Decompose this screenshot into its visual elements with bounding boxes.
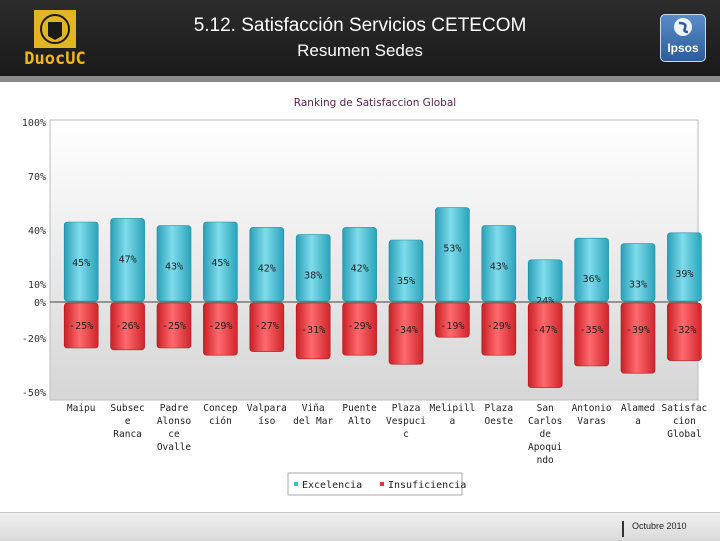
bar-excelencia [295, 234, 331, 302]
bar-insuficiencia [203, 302, 238, 356]
legend-swatch-excelencia [294, 482, 298, 486]
bar-excelencia [435, 207, 470, 302]
bar-excelencia [342, 227, 377, 302]
bar-excelencia [388, 239, 424, 302]
satisfaction-ranking-chart: Ranking de Satisfaccion Global 100% 70% 40… [22, 97, 708, 496]
x-category-label: San Carlos de Apoqui ndo [528, 403, 563, 466]
bar-excelencia [249, 227, 285, 302]
data-label-excelencia: 35% [397, 276, 415, 287]
x-category-label: Satisfac cion Global [662, 403, 708, 440]
footer-date: Octubre 2010 [632, 521, 687, 531]
data-label-excelencia: 43% [165, 262, 183, 273]
bar-insuficiencia [110, 302, 145, 351]
bar-insuficiencia [342, 302, 377, 356]
page-title: 5.12. Satisfacción Servicios CETECOM [193, 15, 527, 36]
x-category-label: Puente Alto [342, 403, 377, 427]
y-tick-label: 10% [28, 280, 46, 291]
y-tick-label: -50% [22, 388, 46, 399]
x-category-label: Melipill a [430, 403, 476, 427]
legend-label-insuficiencia: Insuficiencia [388, 480, 466, 491]
svg-text:DuocUC: DuocUC [24, 49, 85, 68]
footer-separator [622, 521, 624, 537]
data-label-insuficiencia: -25% [69, 321, 93, 332]
x-category-label: Subsec e Ranca [110, 403, 144, 440]
x-category-label: Valpara íso [247, 403, 287, 427]
page-subtitle: Resumen Sedes [297, 41, 423, 60]
ipsos-emblem-icon [674, 18, 692, 36]
bar-insuficiencia [481, 302, 517, 356]
data-label-excelencia: 43% [490, 262, 508, 273]
data-label-excelencia: 36% [583, 274, 601, 285]
bar-insuficiencia [527, 302, 563, 388]
data-label-insuficiencia: -27% [255, 321, 279, 332]
x-category-label: Concep ción [203, 403, 238, 427]
data-label-excelencia: 24% [536, 296, 554, 307]
x-category-label: Plaza Vespuci c [386, 403, 426, 440]
data-label-excelencia: 42% [258, 263, 276, 274]
data-label-excelencia: 53% [443, 244, 461, 255]
legend-label-excelencia: Excelencia [302, 480, 362, 491]
x-category-label: Plaza Oeste [484, 403, 513, 427]
y-tick-label: 40% [28, 226, 46, 237]
bar-insuficiencia [574, 302, 609, 367]
bar-excelencia [527, 259, 563, 302]
bar-insuficiencia [435, 302, 470, 338]
data-label-insuficiencia: -29% [487, 321, 511, 332]
legend-swatch-insuficiencia [380, 482, 384, 486]
header-banner: DuocUC 5.12. Satisfacción Servicios CETE… [0, 0, 720, 82]
chart-title: Ranking de Satisfaccion Global [294, 97, 456, 109]
x-category-label: Antonio Varas [572, 403, 612, 427]
y-tick-label: 0% [34, 298, 46, 309]
x-category-label: Viña del Mar [293, 403, 333, 427]
bar-excelencia [110, 218, 145, 302]
x-category-label: Maipu [67, 403, 96, 414]
data-label-insuficiencia: -19% [440, 321, 464, 332]
data-label-insuficiencia: -32% [672, 325, 696, 336]
footer-bar: Octubre 2010 [0, 512, 720, 541]
data-label-excelencia: 39% [675, 269, 693, 280]
bar-insuficiencia [249, 302, 285, 352]
data-label-insuficiencia: -35% [580, 325, 604, 336]
bar-excelencia [63, 221, 99, 302]
data-label-excelencia: 42% [351, 263, 369, 274]
bar-insuficiencia [667, 302, 702, 361]
y-tick-label: 100% [22, 118, 46, 129]
data-label-insuficiencia: -25% [162, 321, 186, 332]
y-tick-label: 70% [28, 172, 46, 183]
bar-insuficiencia [295, 302, 331, 360]
bar-insuficiencia [620, 302, 656, 374]
data-label-insuficiencia: -47% [533, 325, 557, 336]
bar-excelencia [667, 232, 702, 302]
bar-insuficiencia [156, 302, 192, 349]
data-label-excelencia: 45% [72, 258, 90, 269]
data-label-excelencia: 45% [211, 258, 229, 269]
data-label-excelencia: 38% [304, 271, 322, 282]
y-tick-label: -20% [22, 334, 46, 345]
bar-excelencia [620, 243, 656, 302]
data-label-insuficiencia: -31% [301, 325, 325, 336]
x-category-label: Padre Alonso ce Ovalle [157, 403, 192, 453]
x-category-label: Alamed a [621, 403, 655, 427]
bar-excelencia [156, 225, 192, 302]
data-label-insuficiencia: -39% [626, 325, 650, 336]
bar-excelencia [203, 221, 238, 302]
header-divider [0, 76, 720, 82]
data-label-insuficiencia: -29% [208, 321, 232, 332]
data-label-insuficiencia: -26% [116, 321, 140, 332]
ipsos-logo: Ipsos [660, 14, 706, 62]
bar-insuficiencia [388, 302, 424, 365]
duocuc-logo: DuocUC [24, 10, 86, 68]
data-label-excelencia: 33% [629, 280, 647, 291]
data-label-excelencia: 47% [119, 254, 137, 265]
bar-insuficiencia [63, 302, 99, 349]
bar-excelencia [574, 237, 609, 302]
bar-excelencia [481, 225, 517, 302]
data-label-insuficiencia: -29% [348, 321, 372, 332]
data-label-insuficiencia: -34% [394, 325, 418, 336]
legend-box [287, 472, 463, 496]
